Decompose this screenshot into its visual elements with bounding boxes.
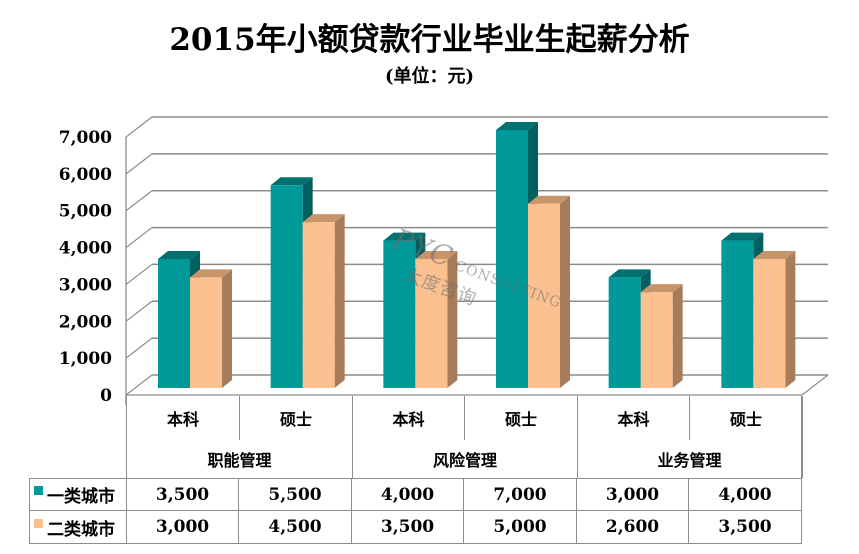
group-label-text: 职能管理: [207, 451, 272, 470]
data-cell-text: 3,500: [718, 517, 772, 537]
bar-top: [496, 122, 538, 130]
bar-top: [640, 284, 683, 293]
data-cell-text: 4,500: [268, 517, 322, 537]
bar-tier1: [608, 277, 641, 388]
data-cell: 3,500: [352, 511, 464, 544]
legend-key: 一类城市: [29, 478, 126, 511]
category-label: 硕士: [464, 396, 577, 440]
data-cell-text: 3,000: [155, 517, 210, 537]
bar-tier2: [640, 292, 673, 388]
category-label: 本科: [352, 396, 464, 440]
bar-top: [270, 177, 313, 186]
bar-top: [721, 232, 764, 241]
bar-side: [334, 214, 345, 388]
data-cell: 4,000: [352, 478, 464, 511]
group-label: 职能管理: [126, 440, 352, 478]
bar-tier1: [721, 240, 754, 388]
category-label: 硕士: [239, 396, 352, 440]
gridline-diagonal: [125, 337, 153, 359]
category-label-text: 本科: [166, 410, 199, 429]
bar-tier2: [302, 222, 335, 388]
category-label-text: 本科: [617, 410, 650, 429]
bar-top: [190, 269, 232, 278]
bar-tier2: [753, 259, 786, 388]
data-cell-text: 2,600: [605, 517, 660, 537]
legend-swatch: [34, 518, 43, 528]
bar-side: [560, 195, 570, 388]
bar-top: [608, 269, 651, 278]
bar-tier1: [383, 240, 416, 388]
data-cell: 5,500: [239, 478, 352, 511]
gridline-diagonal: [125, 263, 153, 285]
data-cell-text: 3,500: [155, 484, 210, 505]
legend-swatch: [34, 486, 43, 495]
bar-top: [302, 214, 345, 223]
gridline-diagonal: [125, 153, 153, 175]
chart-subtitle: (单位：元): [384, 66, 475, 87]
bar-side: [222, 269, 232, 388]
gridline-diagonal: [125, 190, 153, 212]
data-cell: 7,000: [464, 478, 577, 511]
category-label: 本科: [577, 396, 689, 440]
table-border: [801, 396, 803, 478]
floor-edge: [801, 374, 829, 396]
y-tick-label: 6,000: [59, 165, 112, 185]
gridline-diagonal: [125, 116, 153, 138]
chart-title: 2015年小额贷款行业毕业生起薪分析: [169, 22, 690, 58]
bar-side: [672, 284, 683, 388]
group-label: 业务管理: [577, 440, 802, 478]
category-label-text: 硕士: [504, 410, 537, 429]
gridline-diagonal: [125, 227, 153, 249]
data-cell: 5,000: [464, 511, 577, 544]
group-label-text: 业务管理: [657, 451, 722, 470]
bar-tier1: [496, 130, 528, 388]
y-tick-label: 7,000: [59, 128, 112, 148]
data-cell: 3,000: [126, 511, 239, 544]
y-tick-label: 0: [100, 386, 112, 406]
data-cell: 2,600: [577, 511, 689, 544]
data-cell: 3,000: [577, 478, 689, 511]
bar-tier2: [190, 277, 222, 388]
bar-top: [158, 251, 200, 259]
bar-tier2: [415, 259, 448, 388]
y-tick-label: 4,000: [59, 239, 112, 259]
bar-tier1: [270, 185, 303, 388]
data-cell: 3,500: [126, 478, 239, 511]
group-label: 风险管理: [352, 440, 577, 478]
y-tick-label: 5,000: [59, 202, 112, 222]
data-cell-text: 5,000: [493, 517, 547, 537]
y-tick-label: 3,000: [59, 275, 112, 295]
bar-side: [785, 251, 796, 388]
bar-tier2: [528, 203, 560, 388]
bar-side: [447, 251, 458, 388]
gridline-diagonal: [125, 300, 153, 322]
y-tick-label: 1,000: [59, 349, 112, 369]
category-label: 硕士: [689, 396, 802, 440]
bar-top: [415, 251, 458, 259]
y-tick-label: 2,000: [59, 312, 112, 332]
category-label: 本科: [126, 396, 239, 440]
data-cell-text: 5,500: [268, 484, 322, 505]
gridline-diagonal: [125, 374, 153, 396]
bar-top: [753, 251, 796, 259]
category-label-text: 本科: [392, 410, 425, 429]
data-cell-text: 7,000: [493, 484, 547, 505]
data-cell-text: 3,500: [380, 517, 435, 537]
data-cell-text: 3,000: [605, 484, 660, 505]
bar-top: [528, 195, 570, 204]
legend-label: 二类城市: [47, 519, 115, 540]
data-cell-text: 4,000: [718, 484, 772, 505]
bar-top: [383, 232, 426, 241]
bar-tier1: [158, 259, 190, 388]
legend-key: 二类城市: [29, 511, 126, 544]
data-cell: 4,000: [689, 478, 802, 511]
data-cell-text: 4,000: [380, 484, 435, 505]
data-cell: 3,500: [689, 511, 802, 544]
data-cell: 4,500: [239, 511, 352, 544]
group-label-text: 风险管理: [432, 451, 497, 470]
legend-label: 一类城市: [47, 487, 115, 507]
category-label-text: 硕士: [729, 410, 762, 429]
category-label-text: 硕士: [279, 410, 312, 429]
